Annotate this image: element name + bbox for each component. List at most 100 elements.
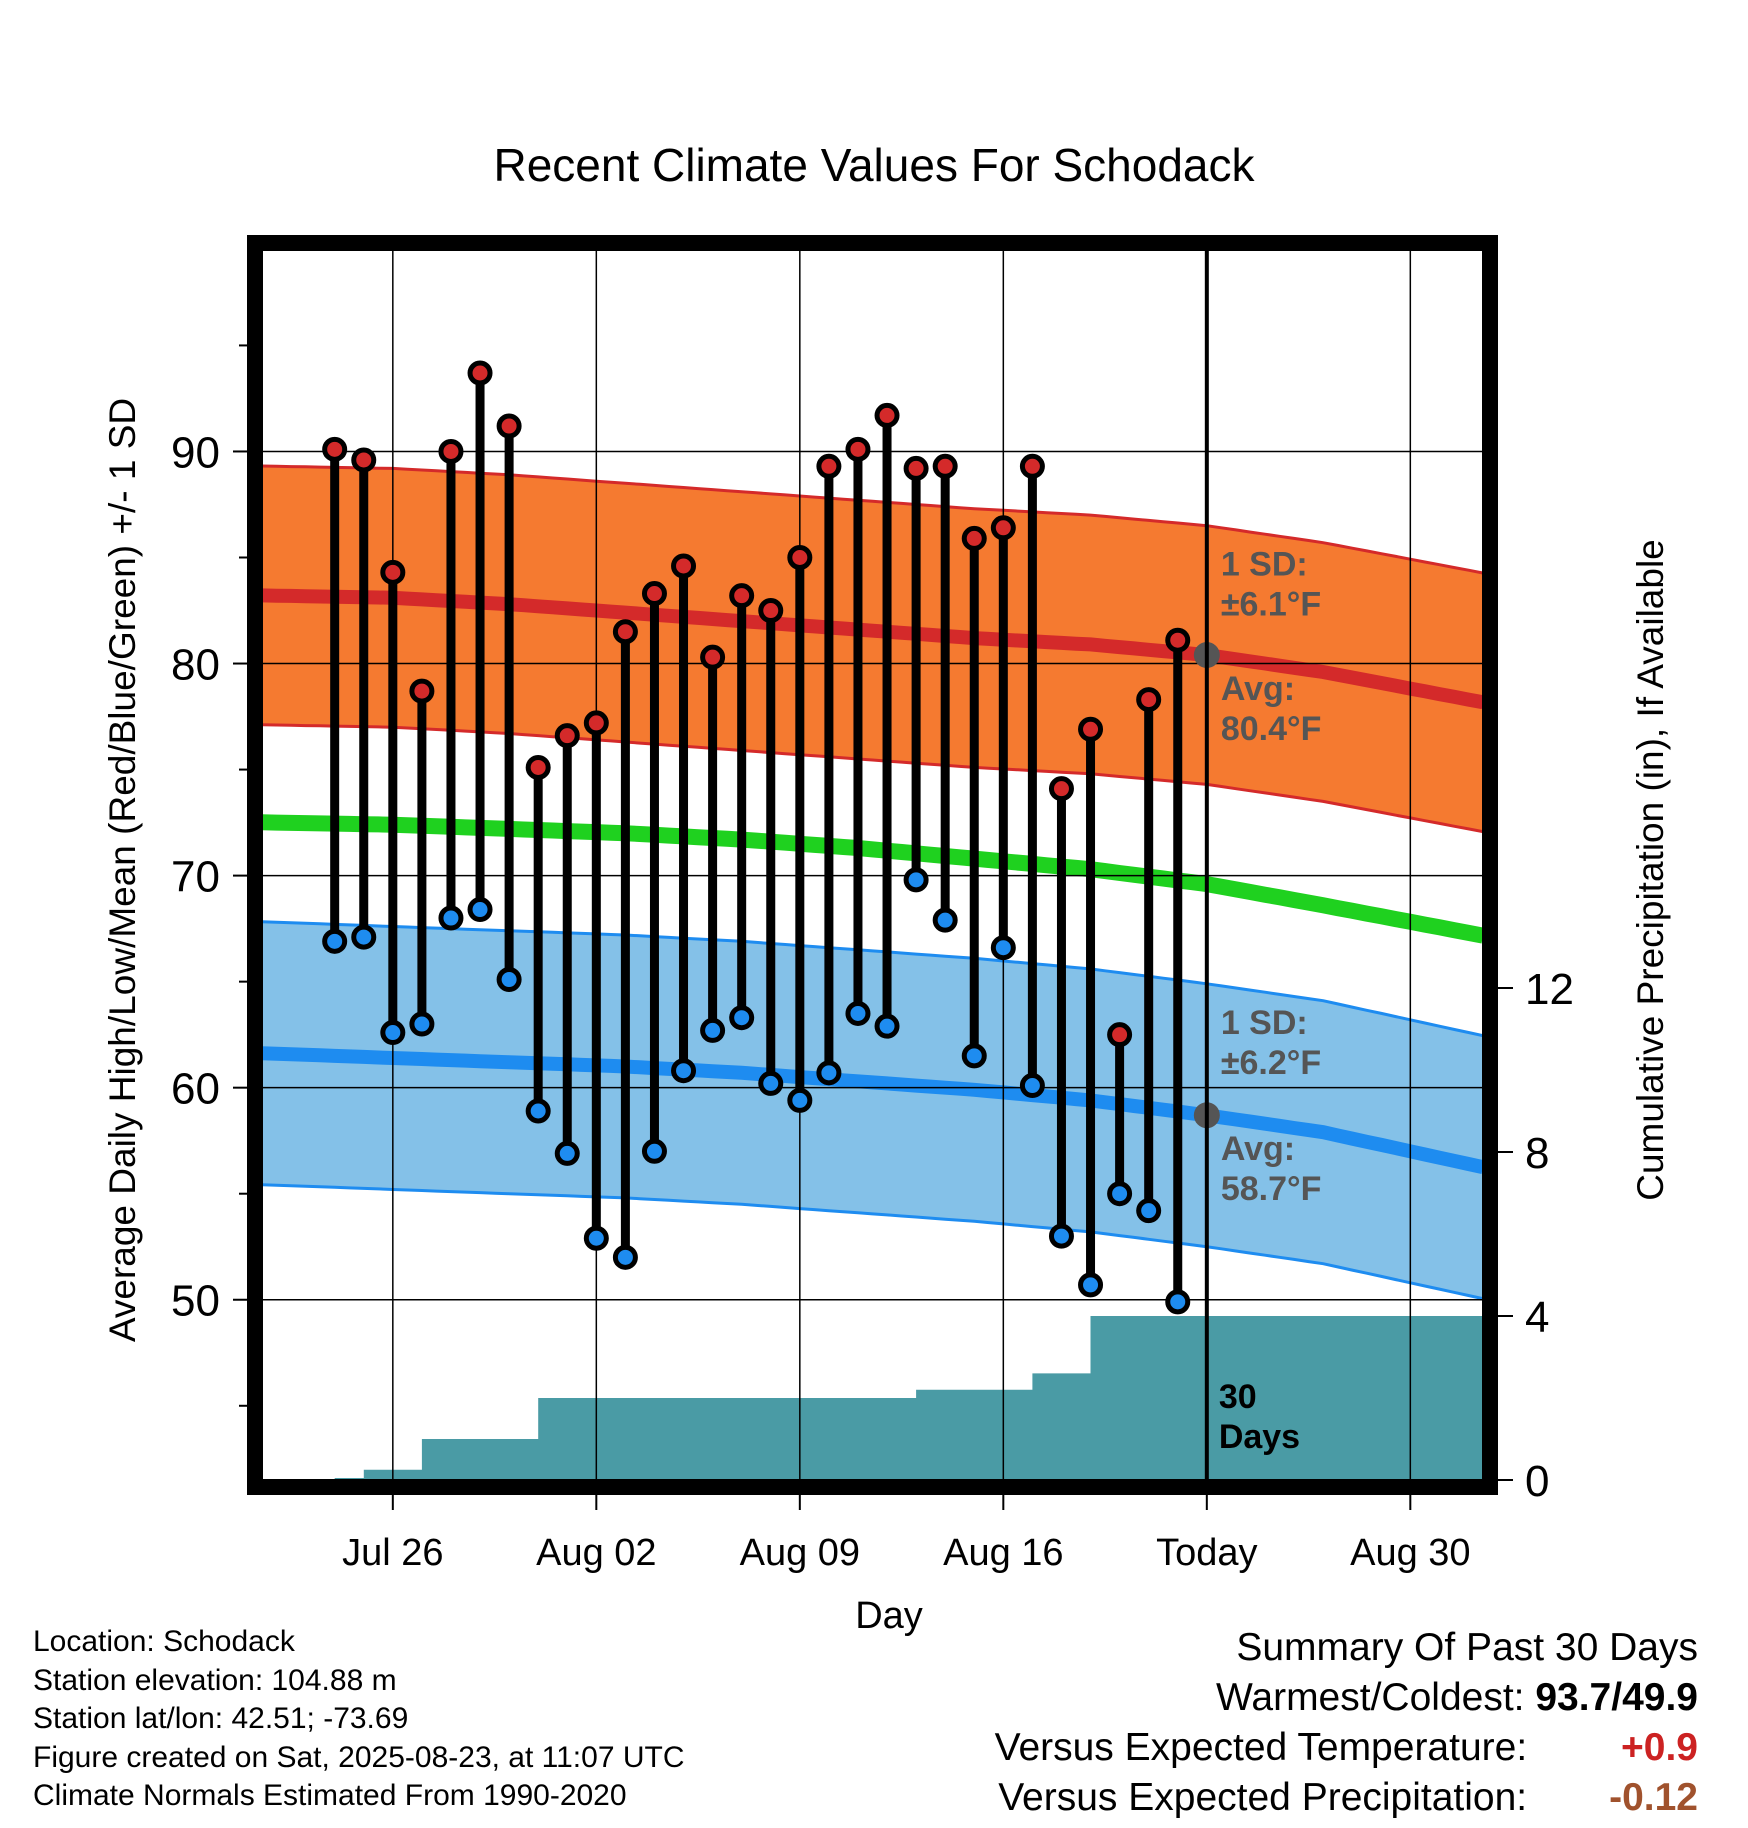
temp-label: Versus Expected Temperature: [994, 1726, 1528, 1769]
high-point [729, 583, 755, 609]
high-sd-annotation: 1 SD: ±6.1°F [1221, 546, 1321, 624]
warm-label: Warmest/Coldest: [1216, 1676, 1525, 1719]
low-point [496, 967, 522, 993]
y-right-tick-label: 4 [1525, 1293, 1549, 1342]
high-point [961, 525, 987, 551]
summary-precip-row: Versus Expected Precipitation: -0.12 [995, 1773, 1698, 1823]
x-tick-label: Aug 30 [1350, 1532, 1470, 1574]
low-point [467, 897, 493, 923]
low-point [932, 907, 958, 933]
high-avg-annotation: Avg: 80.4°F [1221, 670, 1322, 748]
low-point [961, 1043, 987, 1069]
low-point [409, 1011, 435, 1037]
location-text: Location: Schodack [33, 1625, 295, 1658]
mean-line [262, 814, 1483, 944]
high-point [990, 515, 1016, 541]
high-point [322, 436, 348, 462]
low-sd-band [262, 921, 1483, 1299]
high-point [1048, 776, 1074, 802]
x-tick-label: Today [1156, 1532, 1257, 1574]
low-point [525, 1098, 551, 1124]
high-sd-band-lower [262, 723, 1483, 834]
low-point [758, 1070, 784, 1096]
high-sd-annotation-line: ±6.1°F [1221, 586, 1321, 624]
created-text: Figure created on Sat, 2025-08-23, at 11… [33, 1740, 685, 1774]
low-point [612, 1244, 638, 1270]
x-tick-label: Aug 02 [536, 1532, 656, 1574]
station-info: Location: Schodack Station elevation: 10… [33, 1623, 685, 1816]
high-sd-band [262, 466, 1483, 832]
high-point [1136, 687, 1162, 713]
low-mean-line [262, 1046, 1483, 1175]
low-point [671, 1058, 697, 1084]
y-right-tick-label: 0 [1525, 1457, 1549, 1506]
y-left-tick-label: 80 [171, 641, 220, 690]
low-point [700, 1017, 726, 1043]
high-point [583, 710, 609, 736]
low-sd-annotation: 1 SD: ±6.2°F [1221, 1004, 1321, 1082]
high-avg-annotation-line: 80.4°F [1221, 710, 1322, 748]
low-sd-band-upper [262, 920, 1483, 1038]
high-point [554, 723, 580, 749]
low-point [903, 867, 929, 893]
low-point [874, 1013, 900, 1039]
low-point [641, 1138, 667, 1164]
low-point [1078, 1272, 1104, 1298]
precip-label: Versus Expected Precipitation: [998, 1776, 1528, 1819]
low-point [990, 935, 1016, 961]
high-point [932, 453, 958, 479]
low-point [816, 1060, 842, 1086]
low-sd-band-lower [262, 1183, 1483, 1301]
today-days-label-line: 30 [1219, 1378, 1257, 1416]
high-point [1078, 716, 1104, 742]
high-point [351, 447, 377, 473]
high-point [700, 644, 726, 670]
x-tick-label: Aug 16 [943, 1532, 1063, 1574]
high-point [525, 754, 551, 780]
high-point [641, 581, 667, 607]
low-point [583, 1225, 609, 1251]
y-axis-right-label: Cumulative Precipitation (in), If Availa… [1630, 539, 1671, 1201]
high-point [903, 455, 929, 481]
y-right-tick-label: 12 [1525, 965, 1574, 1014]
low-avg-annotation-line: Avg: [1221, 1130, 1295, 1168]
y-left-tick-label: 90 [171, 428, 220, 477]
low-avg-annotation: Avg: 58.7°F [1221, 1130, 1322, 1208]
low-point [729, 1005, 755, 1031]
low-point [322, 928, 348, 954]
high-point [845, 436, 871, 462]
high-sd-annotation-line: 1 SD: [1221, 546, 1308, 584]
low-sd-annotation-line: 1 SD: [1221, 1004, 1308, 1042]
high-sd-band-upper [262, 464, 1483, 575]
low-point [1019, 1073, 1045, 1099]
elevation-text: Station elevation: 104.88 m [33, 1663, 397, 1697]
y-axis-left-label: Average Daily High/Low/Mean (Red/Blue/Gr… [102, 397, 143, 1343]
y-left-tick-label: 70 [171, 853, 220, 902]
low-sd-annotation-line: ±6.2°F [1221, 1044, 1321, 1082]
high-point [874, 402, 900, 428]
high-mean-line [262, 588, 1483, 710]
low-point [1165, 1289, 1191, 1315]
low-point [1048, 1223, 1074, 1249]
high-point [467, 360, 493, 386]
precip-area [305, 1316, 1483, 1480]
x-tick-label: Jul 26 [342, 1532, 443, 1574]
y-left-tick-label: 50 [171, 1277, 220, 1326]
high-point [787, 545, 813, 570]
low-point [554, 1140, 580, 1166]
high-point [671, 553, 697, 579]
low-point [351, 924, 377, 950]
high-point [409, 678, 435, 704]
high-point [1107, 1022, 1133, 1048]
latlon-text: Station lat/lon: 42.51; -73.69 [33, 1702, 409, 1735]
summary-temp-row: Versus Expected Temperature: +0.9 [995, 1723, 1698, 1773]
low-point [845, 1000, 871, 1026]
normals-text: Climate Normals Estimated From 1990-2020 [33, 1779, 627, 1812]
y-right-tick-label: 8 [1525, 1129, 1549, 1178]
low-point [380, 1020, 406, 1046]
high-point [816, 453, 842, 479]
high-point [612, 619, 638, 645]
x-tick-label: Aug 09 [740, 1532, 860, 1574]
x-axis-label: Day [0, 1595, 1748, 1638]
